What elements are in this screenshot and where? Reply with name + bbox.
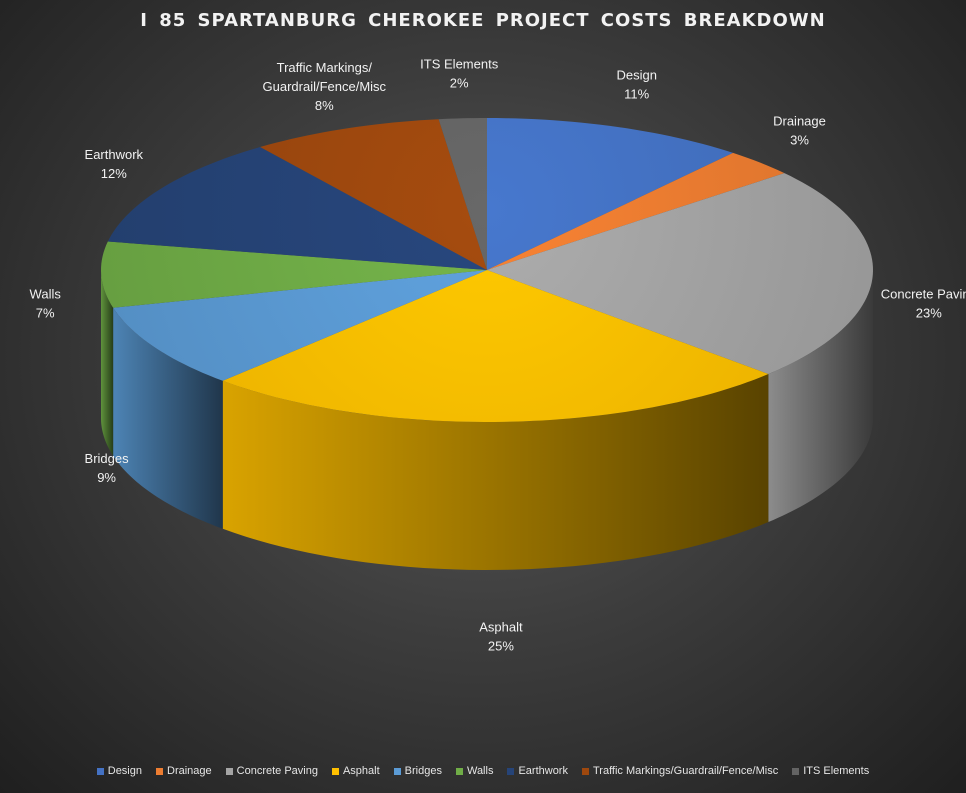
legend-label: Asphalt: [342, 765, 380, 777]
data-label-drainage: Drainage 3%: [773, 113, 826, 147]
pie-slice-earthwork: [107, 147, 487, 270]
legend-label: ITS Elements: [803, 765, 870, 777]
legend-swatch: [156, 767, 163, 775]
legend-item-drainage: Drainage: [156, 765, 212, 777]
data-label-text: Bridges: [85, 451, 130, 466]
data-label-text: ITS Elements: [420, 56, 499, 71]
legend-label: Earthwork: [518, 765, 568, 777]
legend-item-asphalt: Asphalt: [331, 765, 380, 777]
data-label-text: Design: [616, 68, 656, 83]
legend-label: Concrete Paving: [236, 765, 318, 777]
pie-sides: [101, 270, 873, 570]
data-label-text: Walls: [30, 287, 62, 302]
pie-side-concrete-paving: [768, 270, 873, 523]
legend-swatch: [96, 767, 104, 775]
legend-swatch: [507, 767, 515, 775]
legend: Design Drainage Concrete Paving Asphalt Brid…: [0, 765, 966, 777]
legend-swatch: [455, 767, 463, 775]
pie-side-walls: [101, 270, 114, 456]
legend-item-earthwork: Earthwork: [507, 765, 568, 777]
pie-slice-its-elements: [438, 118, 487, 270]
legend-label: Bridges: [404, 765, 442, 777]
legend-swatch: [393, 767, 401, 775]
legend-swatch: [225, 767, 233, 775]
data-label-value: 12%: [101, 166, 127, 181]
pie-slice-design: [487, 118, 734, 270]
data-label-value: 7%: [36, 306, 55, 321]
pie-slice-asphalt: [222, 270, 769, 422]
legend-item-bridges: Bridges: [393, 765, 442, 777]
chart-title: I 85 SPARTANBURG CHEROKEE PROJECT COSTS …: [140, 10, 826, 31]
pie-slice-drainage: [487, 152, 785, 270]
legend-item-its-elements: ITS Elements: [792, 765, 869, 777]
legend-item-design: Design: [96, 765, 142, 777]
pie-slice-concrete-paving: [487, 173, 873, 375]
legend-item-concrete-paving: Concrete Paving: [225, 765, 318, 777]
data-label-text: Earthwork: [85, 147, 144, 162]
legend-swatch: [792, 767, 800, 775]
pie-slice-bridges: [113, 270, 487, 381]
legend-label: Walls: [466, 765, 494, 777]
data-label-text: Asphalt: [479, 620, 523, 635]
legend-item-walls: Walls: [455, 765, 494, 777]
data-label-traffic-markings-guardrail-fence-misc: Traffic Markings/Guardrail/Fence/Misc 8%: [263, 60, 387, 113]
pie-labels: Design 11% Drainage 3% Concrete Paving 23% Asp…: [30, 56, 966, 653]
data-label-asphalt: Asphalt 25%: [479, 620, 523, 654]
legend-label: Design: [107, 765, 142, 777]
data-label-text: Drainage: [773, 113, 826, 128]
pie-side-asphalt: [222, 374, 769, 570]
legend-label: Drainage: [167, 765, 212, 777]
pie-side-bridges: [113, 307, 223, 529]
pie-slice-traffic-markings-guardrail-fence-misc: [260, 119, 487, 270]
legend-swatch: [581, 767, 589, 775]
data-label-value: 9%: [97, 470, 116, 485]
data-label-value: 11%: [624, 87, 649, 102]
legend-item-traffic-markings-guardrail-fence-misc: Traffic Markings/Guardrail/Fence/Misc: [581, 765, 779, 777]
data-label-text: Concrete Paving: [881, 287, 966, 302]
data-label-earthwork: Earthwork 12%: [85, 147, 144, 181]
legend-swatch: [331, 767, 339, 775]
data-label-value: 3%: [790, 132, 809, 147]
data-label-text: Guardrail/Fence/Misc: [263, 79, 387, 94]
data-label-concrete-paving: Concrete Paving 23%: [881, 287, 966, 321]
data-label-value: 2%: [450, 75, 469, 90]
data-label-design: Design 11%: [616, 68, 656, 102]
pie-slice-walls: [101, 241, 487, 308]
data-label-bridges: Bridges 9%: [85, 451, 130, 485]
data-label-value: 25%: [488, 639, 514, 654]
data-label-walls: Walls 7%: [30, 287, 62, 321]
data-label-text: Traffic Markings/: [277, 60, 373, 75]
data-label-value: 8%: [315, 98, 334, 113]
pie-tops: [101, 118, 873, 422]
legend-label: Traffic Markings/Guardrail/Fence/Misc: [592, 765, 779, 777]
data-label-its-elements: ITS Elements 2%: [420, 56, 499, 90]
data-label-value: 23%: [916, 306, 942, 321]
